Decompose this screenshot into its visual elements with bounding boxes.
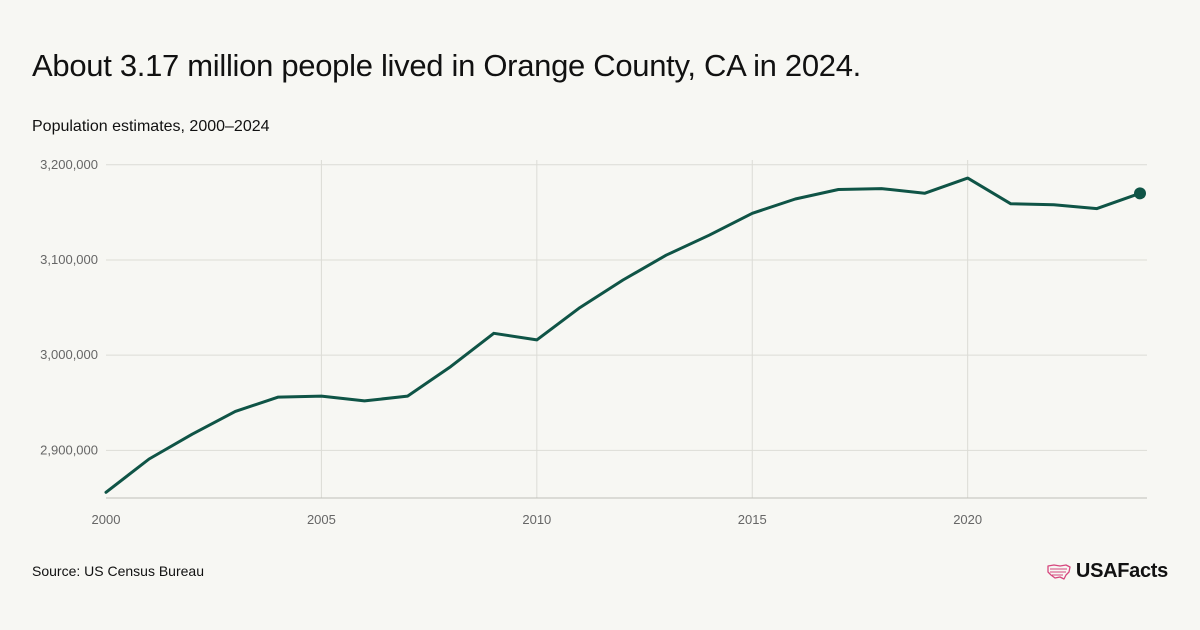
chart-title: About 3.17 million people lived in Orang…: [32, 48, 861, 83]
data-point[interactable]: [231, 407, 239, 415]
data-point[interactable]: [705, 231, 713, 239]
data-point[interactable]: [748, 209, 756, 217]
population-line: [104, 176, 1142, 494]
data-point[interactable]: [1007, 200, 1015, 208]
data-point[interactable]: [576, 304, 584, 312]
x-tick-label: 2010: [522, 512, 551, 527]
data-point[interactable]: [274, 393, 282, 401]
y-tick-label: 2,900,000: [40, 442, 98, 457]
data-point[interactable]: [1093, 205, 1101, 213]
data-point[interactable]: [145, 455, 153, 463]
data-point[interactable]: [921, 189, 929, 197]
data-point[interactable]: [533, 336, 541, 344]
grid-layer: [106, 160, 1147, 498]
y-tick-label: 3,000,000: [40, 347, 98, 362]
series-layer: [102, 174, 1146, 496]
x-tick-label: 2020: [953, 512, 982, 527]
us-map-flag-icon: [1047, 563, 1071, 580]
data-point[interactable]: [447, 363, 455, 371]
data-point[interactable]: [662, 251, 670, 259]
chart-subtitle: Population estimates, 2000–2024: [32, 118, 270, 135]
source-note: Source: US Census Bureau: [32, 563, 204, 579]
data-point[interactable]: [361, 397, 369, 405]
x-tick-label: 2015: [738, 512, 767, 527]
usafacts-logo[interactable]: USAFacts: [1046, 560, 1168, 583]
axis-layer: 2,900,000 3,000,000 3,100,000 3,200,000 2000…: [40, 157, 1147, 527]
y-tick-label: 3,200,000: [40, 157, 98, 172]
data-point[interactable]: [188, 430, 196, 438]
data-point[interactable]: [317, 392, 325, 400]
data-point[interactable]: [878, 185, 886, 193]
highlight-point-2024[interactable]: [1134, 187, 1146, 200]
data-point[interactable]: [404, 392, 412, 400]
line-chart: 2,900,000 3,000,000 3,100,000 3,200,000 2000…: [40, 157, 1147, 527]
logo-text: USAFacts: [1075, 560, 1168, 582]
data-point[interactable]: [791, 195, 799, 203]
y-tick-label: 3,100,000: [40, 252, 98, 267]
x-tick-label: 2000: [92, 512, 121, 527]
data-point[interactable]: [834, 186, 842, 194]
data-point[interactable]: [619, 276, 627, 284]
x-tick-label: 2005: [307, 512, 336, 527]
data-point[interactable]: [490, 329, 498, 337]
data-point[interactable]: [1050, 201, 1058, 209]
data-point[interactable]: [102, 488, 110, 496]
data-point[interactable]: [964, 174, 972, 182]
